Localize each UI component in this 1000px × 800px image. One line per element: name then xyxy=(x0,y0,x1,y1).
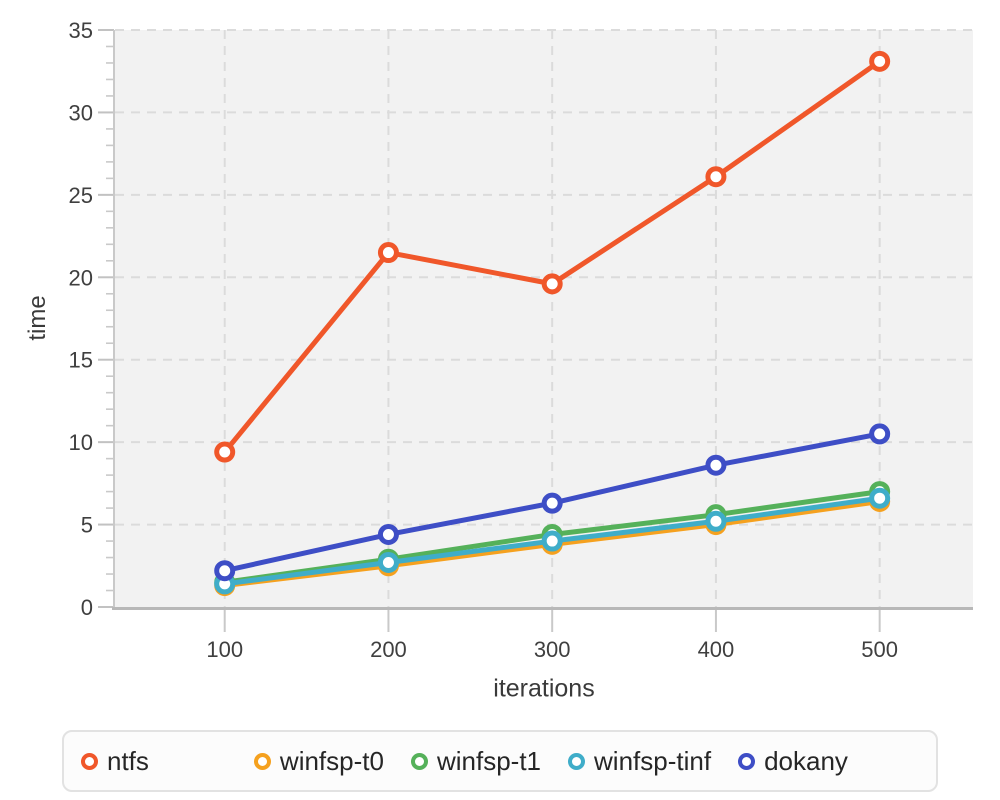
y-axis-title: time xyxy=(24,295,51,341)
y-tick-label: 25 xyxy=(69,183,93,208)
legend-ring-icon xyxy=(253,752,271,770)
legend-ring-icon xyxy=(81,752,98,770)
data-point-ntfs-300 xyxy=(541,273,563,295)
legend-item-winfsp-t1[interactable]: winfsp-t1 xyxy=(410,745,542,777)
data-point-dokany-300 xyxy=(541,492,563,514)
y-tick-label: 35 xyxy=(69,18,93,43)
legend-label: winfsp-t1 xyxy=(436,745,542,776)
legend-ring-icon xyxy=(568,752,586,770)
data-point-winfsp-tinf-300 xyxy=(541,530,563,552)
y-tick-label: 30 xyxy=(69,100,93,125)
legend-label: winfsp-tinf xyxy=(594,745,712,776)
x-tick-label: 500 xyxy=(861,637,898,662)
data-point-dokany-400 xyxy=(705,454,727,476)
x-tick-label: 400 xyxy=(698,637,735,662)
legend-item-dokany[interactable]: dokany xyxy=(738,746,848,777)
legend: ntfs winfsp-t0 winfsp-t1 winfsp-tinf dokany xyxy=(62,730,938,792)
legend-ring-icon xyxy=(410,752,428,770)
legend-label: dokany xyxy=(764,745,848,776)
y-tick-label: 20 xyxy=(69,265,93,290)
x-axis-title: iterations xyxy=(493,674,595,703)
x-tick-label: 300 xyxy=(534,637,571,662)
legend-label: ntfs xyxy=(107,745,149,776)
legend-item-ntfs[interactable]: ntfs xyxy=(81,746,149,777)
x-tick-label: 200 xyxy=(370,637,407,662)
y-tick-label: 0 xyxy=(81,595,93,620)
data-point-winfsp-tinf-400 xyxy=(705,510,727,532)
legend-label: winfsp-t0 xyxy=(279,745,384,776)
data-point-dokany-100 xyxy=(214,560,236,582)
data-point-winfsp-tinf-200 xyxy=(377,551,399,573)
legend-ring-icon xyxy=(738,752,756,770)
y-tick-label: 5 xyxy=(81,513,93,538)
legend-item-winfsp-tinf[interactable]: winfsp-tinf xyxy=(568,746,711,777)
x-tick-label: 100 xyxy=(206,637,243,662)
data-point-dokany-500 xyxy=(869,423,891,445)
plot-area-background xyxy=(115,30,973,607)
y-tick-label: 15 xyxy=(69,348,93,373)
data-point-ntfs-500 xyxy=(869,50,891,72)
data-point-ntfs-400 xyxy=(705,166,727,188)
y-tick-label: 10 xyxy=(69,430,93,455)
legend-item-winfsp-t0[interactable]: winfsp-t0 xyxy=(253,745,384,777)
data-point-ntfs-200 xyxy=(377,242,399,264)
data-point-ntfs-100 xyxy=(214,441,236,463)
data-point-winfsp-tinf-500 xyxy=(869,487,891,509)
data-point-dokany-200 xyxy=(377,523,399,545)
